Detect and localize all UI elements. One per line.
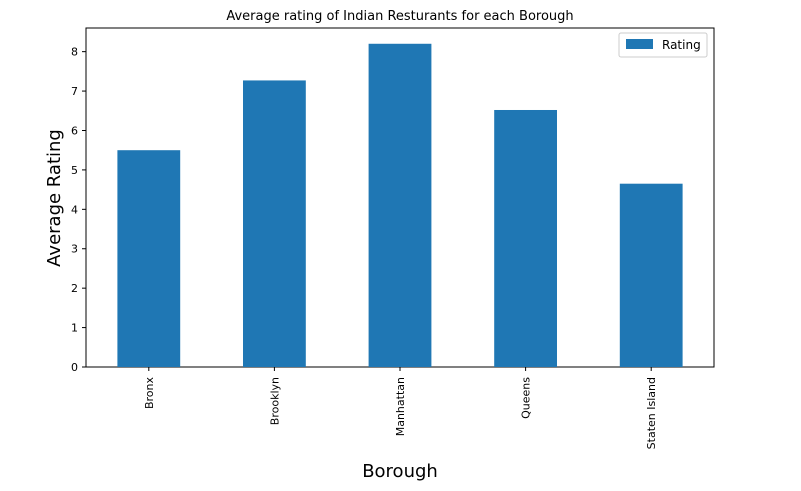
bar-manhattan [368,43,432,368]
y-tick-label: 4 [71,203,78,216]
x-tick-label: Manhattan [394,377,407,436]
y-tick-label: 2 [71,282,78,295]
legend-label: Rating [662,38,701,52]
y-tick-label: 6 [71,124,78,137]
x-tick-label: Staten Island [645,377,658,449]
y-tick-label: 5 [71,164,78,177]
y-axis-ticks: 0 1 2 3 4 5 6 7 8 [71,46,86,374]
bar-bronx [117,150,181,367]
x-axis-ticks: Bronx Brooklyn Manhattan Queens Staten Islan… [143,367,658,449]
x-tick-label: Queens [520,377,533,419]
y-axis-label: Average Rating [44,129,65,267]
y-tick-label: 3 [71,243,78,256]
x-tick-label: Brooklyn [268,377,281,425]
bar-queens [494,109,557,368]
bar-brooklyn [243,80,306,368]
x-tick-label: Bronx [143,377,156,410]
plot-area: 0 1 2 3 4 5 6 7 8 Bronx Brooklyn Manhattan Queens St… [71,27,715,449]
y-tick-label: 8 [71,46,78,59]
chart-title: Average rating of Indian Resturants for … [226,9,573,24]
y-tick-label: 1 [71,322,78,335]
x-axis-label: Borough [362,461,438,482]
legend: Rating [618,32,708,58]
legend-swatch [626,39,653,49]
y-tick-label: 0 [71,361,78,374]
y-tick-label: 7 [71,85,78,98]
bar-staten-island [619,183,683,367]
bars-group [117,43,683,368]
